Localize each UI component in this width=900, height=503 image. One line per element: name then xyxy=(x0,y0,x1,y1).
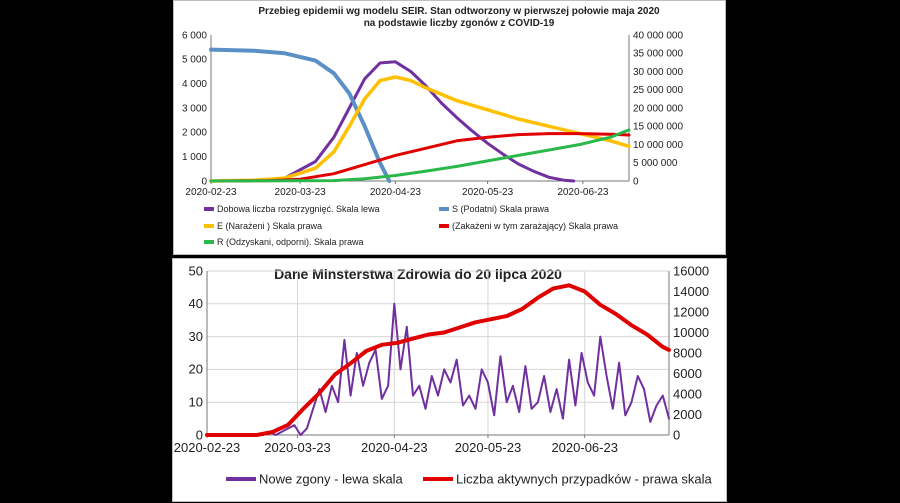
legend-label: Liczba aktywnych przypadków - prawa skal… xyxy=(456,471,713,486)
chart-title-line-2: na podstawie liczby zgonów z COVID-19 xyxy=(364,18,555,29)
y-right-tick-label: 30 000 000 xyxy=(633,67,683,78)
y-right-tick-label: 20 000 000 xyxy=(633,103,683,114)
legend-label: R (Odzyskani, odporni). Skala prawa xyxy=(217,237,364,247)
y-right-tick-label: 35 000 000 xyxy=(633,49,683,60)
y-right-tick-label: 5 000 000 xyxy=(633,158,678,169)
y-right-tick-label: 0 xyxy=(633,176,639,187)
series-line-3 xyxy=(209,75,631,183)
y-right-tick-label: 15 000 000 xyxy=(633,122,683,133)
y-right-tick-label: 0 xyxy=(673,427,680,442)
series-line-5 xyxy=(209,128,631,183)
y-right-tick-label: 6000 xyxy=(673,366,702,381)
y-right-tick-label: 10000 xyxy=(673,325,709,340)
legend-label: Dobowa liczba rozstrzygnięć. Skala lewa xyxy=(217,204,380,214)
y-right-tick-label: 2000 xyxy=(673,407,702,422)
y-right-tick-label: 4000 xyxy=(673,386,702,401)
x-tick-label: 2020-06-23 xyxy=(557,187,609,198)
x-tick-label: 2020-03-23 xyxy=(275,187,327,198)
chart-title: Dane Minsterstwa Zdrowia do 20 lipca 202… xyxy=(274,266,562,282)
y-left-tick-label: 3 000 xyxy=(182,103,207,114)
y-left-tick-label: 10 xyxy=(189,395,203,410)
y-left-tick-label: 2 000 xyxy=(182,128,207,139)
series-line-2 xyxy=(205,283,671,437)
x-tick-label: 2020-02-23 xyxy=(185,187,237,198)
seir-model-chart: Przebieg epidemii wg modelu SEIR. Stan o… xyxy=(182,6,684,247)
y-right-tick-label: 40 000 000 xyxy=(633,30,683,41)
y-left-tick-label: 20 xyxy=(189,362,203,377)
legend-label: Nowe zgony - lewa skala xyxy=(259,471,404,486)
y-left-tick-label: 0 xyxy=(196,427,203,442)
y-right-tick-label: 16000 xyxy=(673,263,709,278)
x-tick-label: 2020-04-23 xyxy=(370,187,422,198)
series-line-2 xyxy=(209,47,392,183)
series-line-1 xyxy=(206,302,670,436)
series-line-4 xyxy=(209,132,631,183)
chart-title-line-1: Przebieg epidemii wg modelu SEIR. Stan o… xyxy=(258,6,660,17)
y-right-tick-label: 10 000 000 xyxy=(633,140,683,151)
series-line-1 xyxy=(209,60,576,183)
y-left-tick-label: 5 000 xyxy=(182,55,207,66)
ministry-data-chart-panel: Dane Minsterstwa Zdrowia do 20 lipca 202… xyxy=(172,258,727,502)
y-left-tick-label: 4 000 xyxy=(182,79,207,90)
y-left-tick-label: 1 000 xyxy=(182,152,207,163)
x-tick-label: 2020-05-23 xyxy=(462,187,514,198)
seir-model-chart-panel: Przebieg epidemii wg modelu SEIR. Stan o… xyxy=(173,0,726,255)
ministry-data-chart: Dane Minsterstwa Zdrowia do 20 lipca 202… xyxy=(174,263,713,486)
x-tick-label: 2020-04-23 xyxy=(361,440,428,455)
x-tick-label: 2020-05-23 xyxy=(455,440,521,455)
legend-label: S (Podatni) Skala prawa xyxy=(452,204,549,214)
y-left-tick-label: 50 xyxy=(189,263,203,278)
y-right-tick-label: 8000 xyxy=(673,345,702,360)
y-right-tick-label: 25 000 000 xyxy=(633,85,683,96)
y-left-tick-label: 40 xyxy=(189,296,203,311)
y-right-tick-label: 14000 xyxy=(673,284,709,299)
y-left-tick-label: 30 xyxy=(189,329,203,344)
y-left-tick-label: 6 000 xyxy=(182,30,207,41)
x-tick-label: 2020-02-23 xyxy=(174,440,241,455)
legend-label: (Zakażeni w tym zarażający) Skala prawa xyxy=(452,221,618,231)
x-tick-label: 2020-06-23 xyxy=(551,440,618,455)
y-left-tick-label: 0 xyxy=(201,176,207,187)
legend-label: E (Narażeni ) Skala prawa xyxy=(217,221,322,231)
x-tick-label: 2020-03-23 xyxy=(264,440,331,455)
y-right-tick-label: 12000 xyxy=(673,304,709,319)
